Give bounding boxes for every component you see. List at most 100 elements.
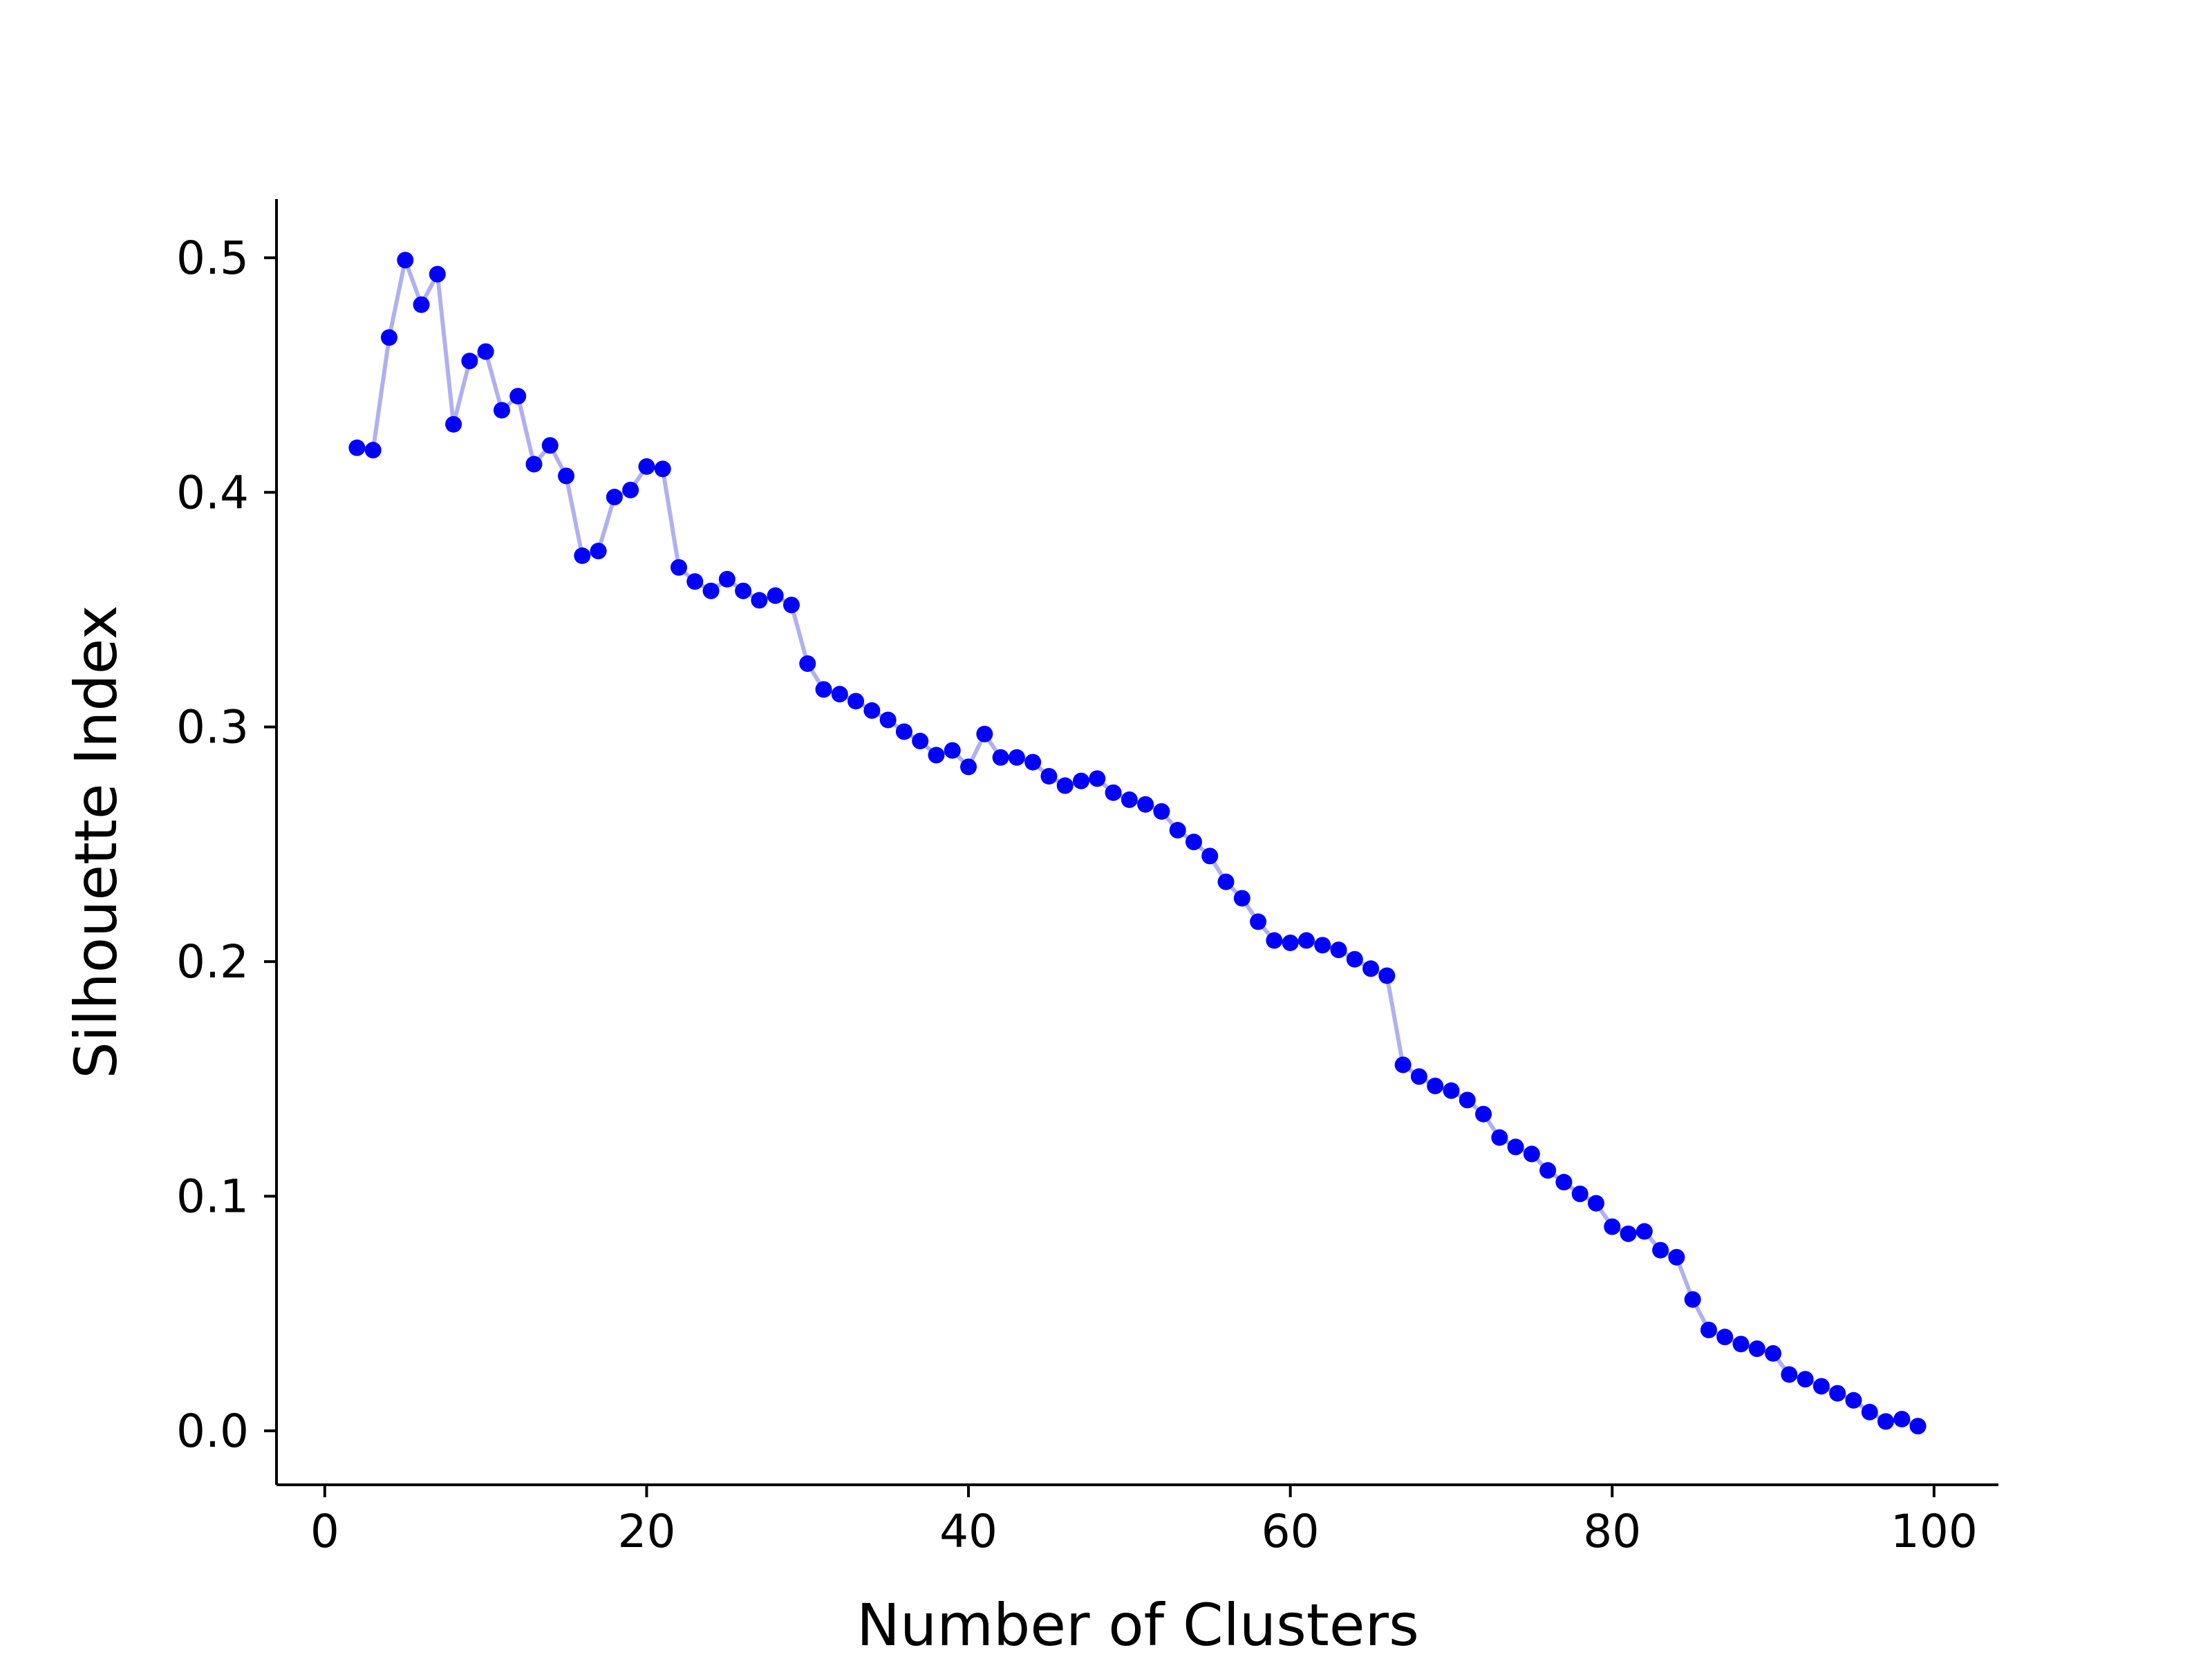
data-point xyxy=(1410,1068,1427,1085)
data-point xyxy=(1732,1335,1750,1353)
data-point xyxy=(1748,1340,1765,1358)
series-line xyxy=(356,258,1919,1428)
x-tick-label: 40 xyxy=(939,1505,997,1558)
data-point xyxy=(1604,1218,1621,1235)
data-point xyxy=(638,458,655,475)
data-point xyxy=(380,329,397,346)
data-point xyxy=(735,582,752,599)
data-point xyxy=(541,437,559,454)
data-point xyxy=(1121,791,1138,808)
data-point xyxy=(1040,767,1058,785)
data-point xyxy=(1362,960,1380,977)
data-point xyxy=(944,742,961,759)
y-tick-label: 0.5 xyxy=(176,232,249,285)
data-point xyxy=(1394,1056,1412,1074)
data-point xyxy=(1812,1378,1830,1395)
data-point xyxy=(767,587,784,604)
data-point xyxy=(1250,913,1267,930)
data-point xyxy=(1716,1329,1734,1346)
data-point xyxy=(1587,1194,1604,1212)
data-point xyxy=(1330,941,1347,959)
data-point xyxy=(1282,934,1299,951)
x-tick-label: 20 xyxy=(617,1505,675,1558)
data-point xyxy=(606,489,623,506)
data-point xyxy=(445,415,462,433)
y-tick-label: 0.2 xyxy=(176,935,249,988)
data-point xyxy=(1491,1129,1508,1146)
data-point xyxy=(413,296,430,313)
data-point xyxy=(1266,932,1283,949)
plot-area xyxy=(348,252,1927,1435)
data-point xyxy=(831,686,848,703)
data-point xyxy=(1781,1366,1798,1383)
y-tick-label: 0.1 xyxy=(176,1170,249,1224)
data-point xyxy=(1797,1371,1814,1388)
data-point xyxy=(1475,1105,1492,1123)
data-point xyxy=(1555,1174,1573,1191)
x-tick-label: 60 xyxy=(1262,1505,1320,1558)
data-point xyxy=(1346,950,1363,968)
x-tick-label: 100 xyxy=(1891,1505,1978,1558)
data-point xyxy=(1153,803,1170,820)
data-point xyxy=(671,559,688,576)
data-point xyxy=(364,442,382,459)
data-point xyxy=(1024,753,1042,771)
data-point xyxy=(525,456,543,473)
data-point xyxy=(1459,1091,1476,1109)
data-point xyxy=(1217,873,1235,890)
data-point xyxy=(1056,777,1074,794)
data-point xyxy=(1008,749,1025,766)
data-point xyxy=(895,723,912,740)
data-point xyxy=(558,467,575,485)
data-point xyxy=(751,592,768,609)
data-point xyxy=(1620,1225,1637,1242)
data-point xyxy=(574,547,591,564)
x-axis-title: Number of Clusters xyxy=(856,1591,1419,1659)
data-point xyxy=(1073,772,1090,789)
data-point xyxy=(590,543,607,560)
data-point xyxy=(1427,1077,1444,1094)
data-point xyxy=(1668,1248,1685,1266)
axes xyxy=(275,199,1998,1486)
data-point xyxy=(429,265,446,283)
data-point xyxy=(1893,1410,1911,1427)
data-point xyxy=(1507,1138,1524,1156)
data-point xyxy=(1845,1391,1862,1409)
data-point xyxy=(1765,1344,1782,1362)
data-point xyxy=(1539,1162,1557,1179)
data-point xyxy=(493,402,510,419)
data-point xyxy=(879,711,897,729)
data-point xyxy=(1523,1145,1540,1163)
data-point xyxy=(960,758,977,776)
data-point xyxy=(1233,890,1250,907)
data-point xyxy=(1201,847,1219,865)
data-point xyxy=(1652,1241,1669,1259)
data-point xyxy=(397,252,414,269)
data-point xyxy=(654,460,671,478)
data-point xyxy=(1700,1321,1717,1338)
data-point xyxy=(992,749,1009,766)
data-point xyxy=(912,733,929,750)
data-point xyxy=(815,681,832,698)
ticks: 0 20 40 60 80 100 0.0 0.1 0.2 0.3 0.4 0.5 xyxy=(176,232,1978,1558)
x-tick-label: 0 xyxy=(310,1505,339,1558)
data-point xyxy=(686,573,704,590)
data-point xyxy=(1089,770,1106,787)
data-point xyxy=(461,353,478,370)
data-point xyxy=(1378,967,1396,984)
data-point xyxy=(976,725,993,742)
data-point xyxy=(1443,1082,1460,1099)
data-point xyxy=(718,570,735,588)
data-point xyxy=(1877,1413,1895,1430)
data-point xyxy=(1571,1185,1588,1203)
data-point xyxy=(782,597,800,614)
y-axis-title: Silhouette Index xyxy=(62,605,130,1078)
y-tick-label: 0.3 xyxy=(176,701,249,754)
data-point xyxy=(622,481,639,498)
data-point xyxy=(1861,1403,1878,1421)
y-tick-label: 0.4 xyxy=(176,466,249,519)
data-point xyxy=(1169,822,1186,839)
y-tick-label: 0.0 xyxy=(176,1405,249,1458)
x-tick-label: 80 xyxy=(1583,1505,1641,1558)
data-point xyxy=(1635,1223,1653,1240)
